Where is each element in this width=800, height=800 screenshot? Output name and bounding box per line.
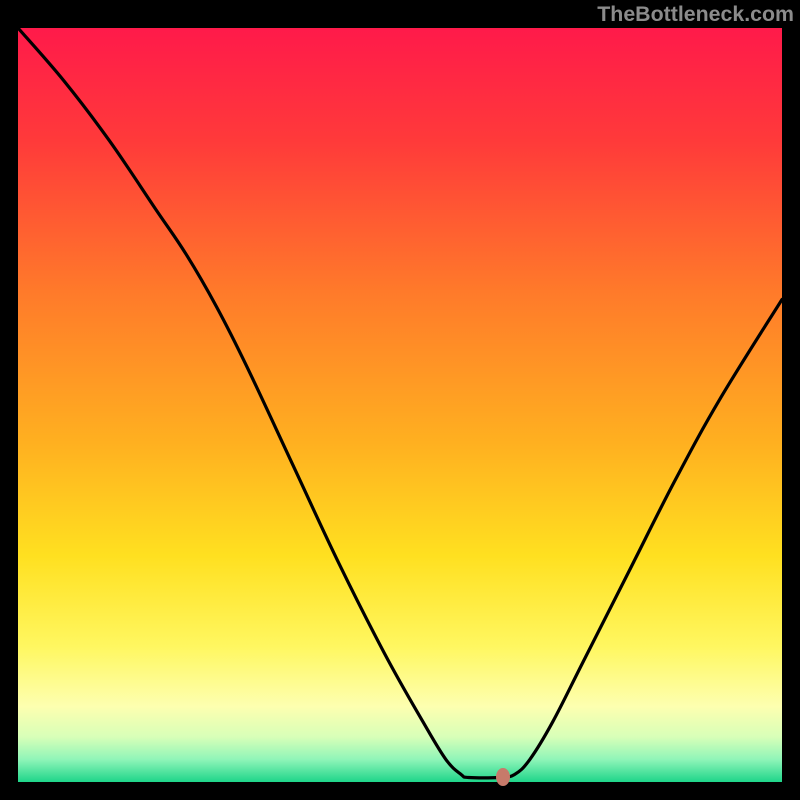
curve-svg bbox=[18, 28, 782, 782]
plot-area bbox=[18, 28, 782, 782]
bottleneck-curve-path bbox=[18, 28, 782, 778]
chart-container: TheBottleneck.com bbox=[0, 0, 800, 800]
optimal-marker bbox=[496, 768, 510, 786]
watermark-label: TheBottleneck.com bbox=[597, 2, 794, 27]
